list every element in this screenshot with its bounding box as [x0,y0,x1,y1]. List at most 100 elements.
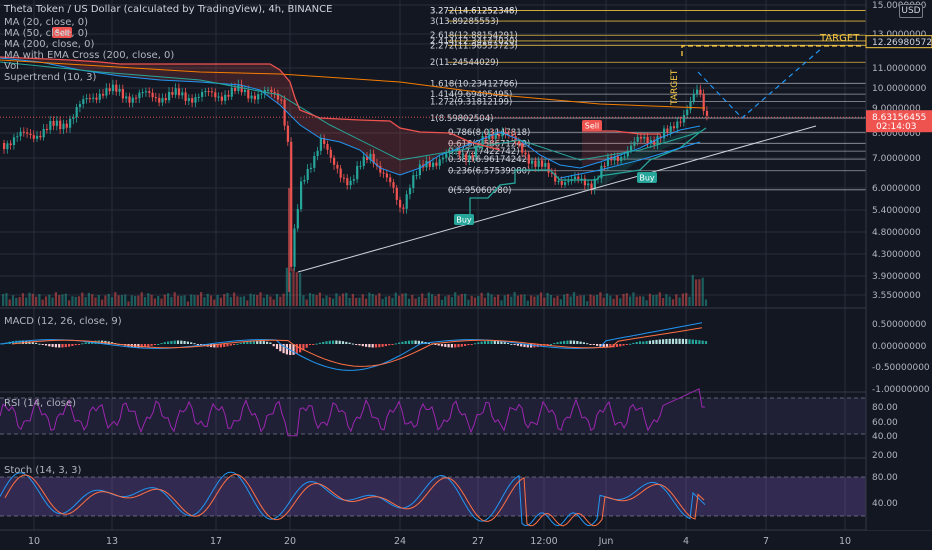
legend-volume[interactable]: Vol [4,61,19,72]
ma200-line [0,59,706,109]
candle-body [620,156,623,161]
candle-body [402,207,405,209]
legend-ma200[interactable]: MA (200, close, 0) [4,39,95,50]
candle-body [441,157,445,160]
volume-bar [25,297,28,306]
volume-bar [21,293,24,306]
macd-histogram-bar [41,344,44,345]
macd-tick-label: -0.50000000 [872,363,930,373]
candle-body [98,93,101,100]
macd-histogram-bar [332,340,335,344]
macd-histogram-bar [272,344,275,347]
macd-histogram-bar [355,344,358,345]
target-line [681,45,862,56]
macd-histogram-bar [388,344,391,346]
macd-histogram-bar [252,340,255,344]
volume-bar [8,299,11,306]
candle-body [494,134,497,139]
candle-body [105,88,108,96]
volume-bar [586,301,589,306]
macd-histogram-bar [566,340,569,344]
volume-bar [493,296,496,306]
macd-histogram-bar [160,343,163,345]
macd-histogram-bar [622,344,625,346]
candle-body [362,156,365,166]
currency-badge[interactable]: USD [899,4,923,18]
volume-bar [219,297,222,306]
fib-label: 2(11.24544029) [430,58,499,68]
volume-bar [54,292,57,306]
volume-bar [559,299,562,306]
volume-bar [553,297,556,306]
volume-bar [414,298,417,306]
candle-body [158,97,161,103]
candle-body [55,120,58,126]
macd-histogram-bar [173,340,176,344]
macd-histogram-bar [497,340,500,344]
macd-histogram-bar [269,342,272,344]
volume-bar [259,292,262,306]
fib-label: 3.272(14.61252348) [430,7,518,17]
candle-body [616,156,619,161]
candle-body [682,115,685,123]
legend-rsi[interactable]: RSI (14, close) [4,398,77,409]
time-tick-label: 10 [28,536,40,547]
volume-bar [110,297,114,306]
volume-bar [625,293,628,306]
volume-bar [107,293,110,306]
candle-body [656,136,659,145]
buy-signal: Buy [639,174,655,183]
volume-bar [645,300,648,306]
macd-histogram-bar [599,344,602,347]
volume-bar [543,297,546,306]
legend-macd[interactable]: MACD (12, 26, close, 9) [4,316,122,327]
macd-histogram-bar [259,340,262,344]
countdown-label: 02:14:03 [876,122,916,132]
legend-ma50[interactable]: MA (50, close, 0) [4,28,89,39]
candle-body [623,156,626,158]
volume-bar [612,298,615,306]
candle-body [448,151,451,154]
macd-histogram-bar [262,341,265,344]
macd-histogram-bar [678,338,681,344]
macd-histogram-bar [559,341,562,344]
volume-bar [77,296,81,306]
macd-histogram-bar [530,344,533,348]
fib-label: 2.272(11.96553723) [430,41,518,51]
volume-bar [203,297,206,306]
legend-ma-ema-cross[interactable]: MA with EMA Cross (200, close, 0) [4,50,175,61]
time-axis[interactable]: 10 13 17 20 24 27 12:00 Jun 4 7 10 [0,531,932,550]
volume-bar [332,298,335,306]
volume-bar [134,295,137,306]
legend-ma20[interactable]: MA (20, close, 0) [4,17,89,28]
sell-signal-bg [582,120,602,131]
candle-body [6,143,9,150]
volume-bar [355,297,358,306]
volume-bar [450,297,453,306]
volume-bar [117,295,120,306]
legend-stoch[interactable]: Stoch (14, 3, 3) [4,465,82,476]
candle-body [296,209,299,229]
volume-bar [533,296,536,306]
candle-body [224,94,227,101]
macd-histogram-bar [368,344,371,348]
macd-histogram-bar [454,344,457,348]
macd-histogram-bar [246,341,249,344]
legend-supertrend[interactable]: Supertrend (10, 3) [4,72,97,83]
volume-bar [381,298,384,306]
candle-body [501,132,504,137]
macd-histogram-bar [662,339,665,344]
volume-bar [523,294,526,306]
macd-histogram-bar [642,341,645,344]
candle-body [257,94,260,100]
volume-bar [480,292,483,306]
volume-bar [84,297,87,306]
volume-bar [365,298,368,306]
volume-bar [427,292,430,306]
candle-body [184,92,187,101]
volume-bar [209,295,213,306]
macd-histogram-bar [239,342,242,344]
candle-body [577,176,580,180]
